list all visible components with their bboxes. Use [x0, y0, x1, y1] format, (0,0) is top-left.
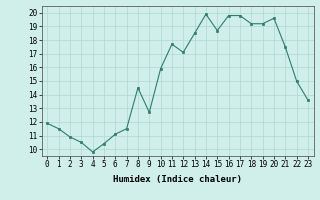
X-axis label: Humidex (Indice chaleur): Humidex (Indice chaleur) [113, 175, 242, 184]
